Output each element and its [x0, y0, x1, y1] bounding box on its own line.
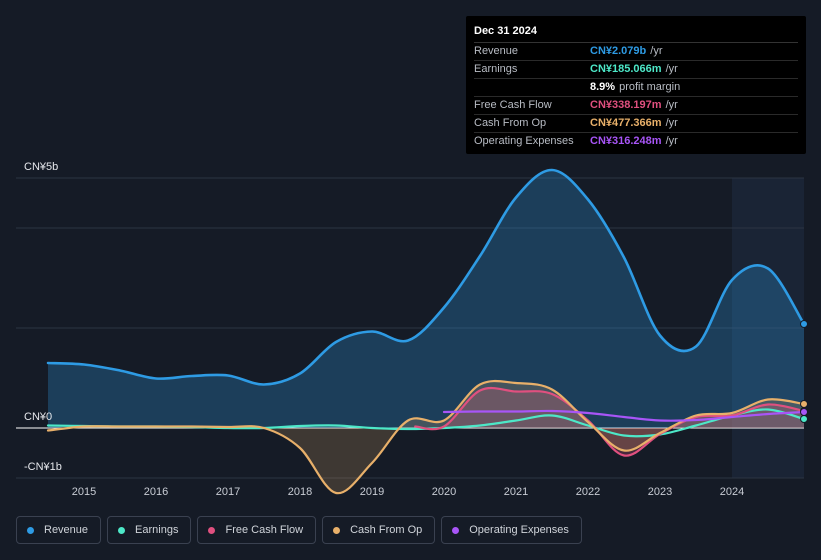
legend-item-earnings[interactable]: Earnings	[107, 516, 192, 544]
endpoint-cash-from-op	[800, 400, 808, 408]
tooltip-label: Earnings	[474, 63, 518, 75]
tooltip-value: 8.9%	[590, 81, 616, 93]
data-tooltip: Dec 31 2024 Revenue CN¥2.079b /yr Earnin…	[466, 16, 806, 154]
tooltip-label: Operating Expenses	[474, 135, 574, 147]
tooltip-value: CN¥338.197m	[590, 99, 662, 111]
legend: Revenue Earnings Free Cash Flow Cash Fro…	[16, 516, 582, 546]
x-tick-label: 2020	[432, 486, 456, 498]
x-tick-label: 2021	[504, 486, 528, 498]
x-tick-label: 2017	[216, 486, 240, 498]
tooltip-unit: /yr	[665, 135, 678, 147]
legend-dot-icon	[118, 526, 126, 534]
series-lines	[46, 168, 806, 495]
tooltip-row-cash-from-op: Cash From Op CN¥477.366m /yr	[474, 115, 798, 133]
area-revenue	[48, 169, 804, 428]
endpoint-operating-expenses	[800, 408, 808, 416]
tooltip-unit: /yr	[665, 99, 678, 111]
tooltip-row-revenue: Revenue CN¥2.079b /yr	[474, 43, 798, 61]
tooltip-label: Free Cash Flow	[474, 99, 552, 111]
x-tick-label: 2016	[144, 486, 168, 498]
legend-label: Operating Expenses	[469, 524, 569, 536]
tooltip-value: CN¥185.066m	[590, 63, 662, 75]
tooltip-row-profit-margin: 8.9% profit margin	[474, 79, 798, 97]
series-areas	[48, 169, 804, 494]
tooltip-label: Cash From Op	[474, 117, 547, 129]
tooltip-label	[474, 79, 590, 96]
series-endpoints	[800, 320, 808, 423]
tooltip-row-free-cash-flow: Free Cash Flow CN¥338.197m /yr	[474, 97, 798, 115]
legend-item-revenue[interactable]: Revenue	[16, 516, 102, 544]
legend-label: Revenue	[44, 524, 89, 536]
endpoint-earnings	[800, 415, 808, 423]
line-revenue	[46, 168, 806, 386]
y-tick-label: -CN¥1b	[24, 461, 62, 473]
legend-item-cash-from-op[interactable]: Cash From Op	[322, 516, 436, 544]
legend-item-free-cash-flow[interactable]: Free Cash Flow	[197, 516, 317, 544]
tooltip-value: CN¥477.366m	[590, 117, 662, 129]
line-cash-from-op	[46, 379, 806, 495]
legend-label: Earnings	[135, 524, 179, 536]
tooltip-row-earnings: Earnings CN¥185.066m /yr	[474, 61, 798, 79]
y-axis-labels: CN¥5b CN¥0 -CN¥1b	[24, 161, 62, 473]
legend-label: Cash From Op	[350, 524, 423, 536]
legend-dot-icon	[333, 526, 341, 534]
area-free-cash-flow	[415, 388, 804, 456]
x-tick-label: 2024	[720, 486, 744, 498]
legend-dot-icon	[27, 526, 34, 534]
line-operating-expenses	[442, 409, 806, 422]
y-tick-label: CN¥5b	[24, 161, 58, 173]
tooltip-unit: profit margin	[619, 81, 681, 93]
x-tick-label: 2015	[72, 486, 96, 498]
legend-item-operating-expenses[interactable]: Operating Expenses	[441, 516, 582, 544]
line-free-cash-flow	[414, 386, 806, 457]
tooltip-value: CN¥2.079b	[590, 45, 647, 57]
endpoint-revenue	[800, 320, 808, 328]
legend-label: Free Cash Flow	[225, 524, 304, 536]
y-tick-label: CN¥0	[24, 411, 52, 423]
tooltip-value: CN¥316.248m	[590, 135, 662, 147]
x-axis-labels: 2015 2016 2017 2018 2019 2020 2021 2022 2023 2024	[72, 486, 744, 498]
x-tick-label: 2018	[288, 486, 312, 498]
tooltip-unit: /yr	[665, 117, 678, 129]
x-tick-label: 2019	[360, 486, 384, 498]
grid	[16, 177, 804, 479]
legend-dot-icon	[452, 526, 460, 534]
tooltip-unit: /yr	[650, 45, 663, 57]
tooltip-row-operating-expenses: Operating Expenses CN¥316.248m /yr	[474, 133, 798, 150]
tooltip-date: Dec 31 2024	[474, 22, 798, 43]
x-tick-label: 2022	[576, 486, 600, 498]
tooltip-unit: /yr	[665, 63, 678, 75]
legend-dot-icon	[208, 526, 216, 534]
tooltip-label: Revenue	[474, 45, 519, 57]
x-tick-label: 2023	[648, 486, 672, 498]
